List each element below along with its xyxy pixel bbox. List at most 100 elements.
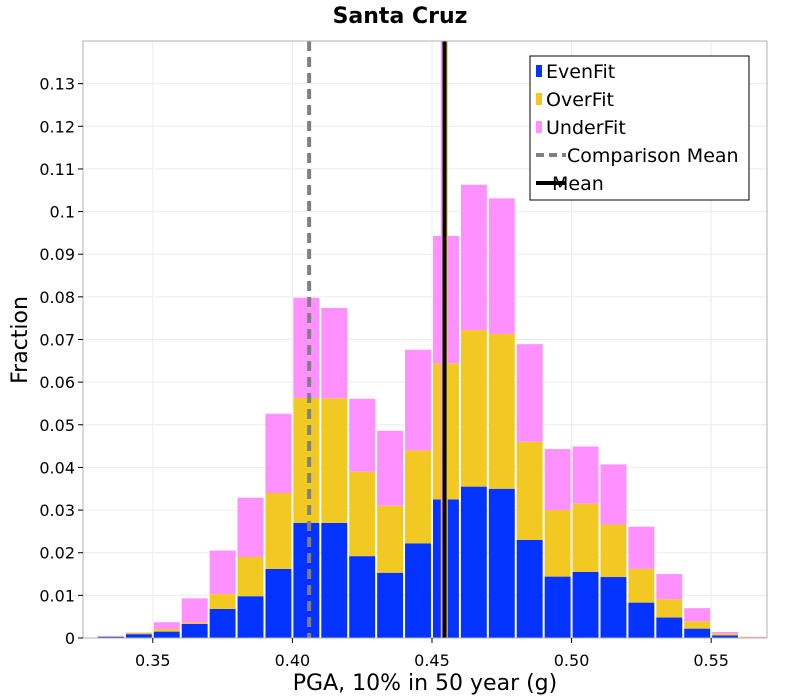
bar-overfit-14 — [488, 333, 515, 489]
x-tick-label-4: 0.55 — [693, 651, 729, 670]
bar-overfit-1 — [125, 632, 152, 635]
bar-overfit-11 — [405, 450, 431, 544]
bar-underfit-5 — [237, 497, 264, 557]
bar-evenfit-7 — [293, 522, 320, 638]
bar-evenfit-4 — [209, 609, 236, 638]
bar-underfit-14 — [488, 198, 515, 334]
bar-overfit-19 — [628, 568, 655, 603]
y-tick-label-4: 0.04 — [39, 458, 75, 477]
bar-overfit-16 — [544, 510, 571, 577]
bar-evenfit-9 — [349, 556, 376, 638]
y-axis-title: Fraction — [8, 296, 33, 384]
x-axis-title: PGA, 10% in 50 year (g) — [293, 671, 557, 696]
y-tick-label-6: 0.06 — [39, 373, 75, 392]
bar-underfit-18 — [600, 464, 627, 525]
bar-evenfit-16 — [544, 576, 571, 638]
bar-underfit-21 — [684, 608, 711, 622]
bar-underfit-16 — [544, 449, 571, 511]
y-tick-label-9: 0.09 — [39, 245, 75, 264]
bar-evenfit-14 — [488, 488, 515, 638]
bar-evenfit-2 — [153, 631, 180, 638]
mean-lines — [307, 41, 448, 638]
bar-underfit-10 — [377, 430, 404, 506]
y-tick-label-12: 0.12 — [39, 117, 75, 136]
legend: EvenFit OverFit UnderFit Comparison Mean Mea… — [529, 55, 750, 201]
bar-evenfit-20 — [656, 617, 683, 638]
bar-overfit-13 — [460, 330, 487, 487]
chart-title: Santa Cruz — [333, 4, 468, 29]
bar-underfit-6 — [265, 413, 292, 494]
bar-overfit-5 — [237, 556, 264, 597]
bar-overfit-21 — [684, 621, 711, 629]
y-axis-ticks: 0 0.01 0.02 0.03 0.04 0.05 0.06 0.07 0.08 0.09 0.1… — [39, 75, 83, 648]
bar-evenfit-1 — [125, 634, 152, 638]
bar-underfit-2 — [153, 622, 180, 630]
bar-evenfit-6 — [265, 568, 292, 638]
bar-evenfit-17 — [572, 571, 599, 638]
bar-overfit-15 — [516, 441, 543, 540]
bar-underfit-9 — [349, 398, 376, 472]
y-tick-label-3: 0.03 — [39, 501, 75, 520]
bar-evenfit-22 — [712, 635, 739, 638]
bar-underfit-15 — [516, 344, 543, 442]
bar-evenfit-15 — [516, 539, 543, 638]
bar-underfit-20 — [656, 574, 683, 600]
y-tick-label-1: 0.01 — [39, 586, 75, 605]
bar-evenfit-21 — [684, 628, 711, 638]
bar-underfit-7 — [293, 297, 320, 398]
bar-evenfit-19 — [628, 602, 655, 638]
y-tick-label-7: 0.07 — [39, 331, 75, 350]
bar-underfit-17 — [572, 446, 599, 504]
legend-swatch-underfit — [536, 121, 542, 133]
bar-evenfit-18 — [600, 577, 627, 638]
legend-label-mean: Mean — [552, 173, 604, 195]
bar-evenfit-8 — [321, 522, 348, 638]
y-tick-label-2: 0.02 — [39, 544, 75, 563]
y-tick-label-8: 0.08 — [39, 288, 75, 307]
bar-overfit-18 — [600, 524, 627, 578]
legend-label-comparison-mean: Comparison Mean — [567, 145, 739, 167]
bar-underfit-11 — [405, 349, 431, 451]
legend-box — [529, 55, 750, 201]
histogram-bars — [97, 184, 766, 638]
bar-overfit-9 — [349, 471, 376, 557]
bar-overfit-10 — [377, 505, 404, 573]
bar-underfit-13 — [460, 184, 487, 331]
bar-underfit-3 — [181, 598, 208, 623]
bar-underfit-22 — [712, 632, 739, 634]
y-tick-label-11: 0.11 — [39, 160, 75, 179]
legend-label-overfit: OverFit — [546, 89, 614, 111]
bar-evenfit-11 — [405, 543, 431, 638]
x-tick-label-1: 0.40 — [275, 651, 311, 670]
bar-underfit-8 — [321, 307, 348, 399]
bar-overfit-22 — [712, 633, 739, 636]
bar-overfit-4 — [209, 594, 236, 610]
x-axis-ticks: 0.35 0.40 0.45 0.50 0.55 — [135, 638, 729, 670]
bar-evenfit-13 — [460, 486, 487, 638]
bar-evenfit-5 — [237, 596, 264, 638]
bar-overfit-17 — [572, 503, 599, 572]
x-tick-label-2: 0.45 — [414, 651, 450, 670]
bar-overfit-3 — [181, 622, 208, 624]
bar-evenfit-0 — [97, 636, 124, 638]
legend-swatch-overfit — [536, 93, 542, 105]
y-tick-label-10: 0.1 — [50, 203, 75, 222]
legend-swatch-evenfit — [536, 65, 542, 77]
bar-overfit-8 — [321, 398, 348, 523]
x-tick-label-3: 0.50 — [554, 651, 590, 670]
y-tick-label-5: 0.05 — [39, 416, 75, 435]
bar-underfit-4 — [209, 550, 236, 595]
bar-overfit-7 — [293, 397, 320, 523]
x-tick-label-0: 0.35 — [135, 651, 171, 670]
bar-overfit-2 — [153, 629, 180, 632]
y-tick-label-13: 0.13 — [39, 75, 75, 94]
bar-overfit-20 — [656, 599, 683, 618]
bar-overfit-6 — [265, 493, 292, 569]
y-tick-label-0: 0 — [65, 629, 75, 648]
bar-evenfit-3 — [181, 623, 208, 638]
legend-label-evenfit: EvenFit — [546, 61, 615, 83]
bar-evenfit-10 — [377, 572, 404, 638]
bar-underfit-19 — [628, 526, 655, 569]
legend-label-underfit: UnderFit — [546, 117, 626, 139]
